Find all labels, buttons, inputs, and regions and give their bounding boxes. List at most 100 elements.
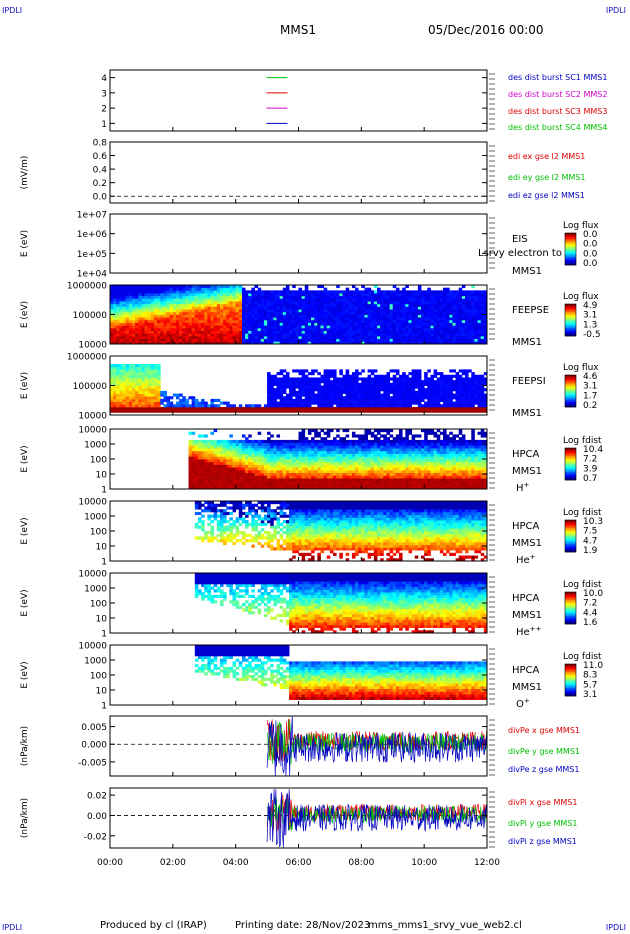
heatmap-cell xyxy=(131,319,136,323)
heatmap-cell xyxy=(351,319,356,323)
heatmap-cell xyxy=(147,369,152,373)
heatmap-cell xyxy=(295,290,299,294)
heatmap-cell xyxy=(251,483,255,487)
heatmap-cell xyxy=(414,396,419,400)
heatmap-cell xyxy=(191,461,196,465)
heatmap-cell xyxy=(182,333,186,337)
heatmap-cell xyxy=(141,309,145,313)
colorbar-segment xyxy=(565,391,576,393)
heatmap-cell xyxy=(399,306,403,310)
heatmap-cell xyxy=(147,322,152,326)
heatmap-cell xyxy=(323,448,328,452)
heatmap-cell xyxy=(483,382,488,386)
heatmap-cell xyxy=(213,303,218,307)
heatmap-cell xyxy=(389,290,394,294)
heatmap-cell xyxy=(194,333,199,337)
heatmap-cell xyxy=(241,309,246,313)
heatmap-cell xyxy=(201,317,205,321)
heatmap-cell xyxy=(336,401,340,405)
colorbar-tick-label: 3.1 xyxy=(583,311,597,321)
heatmap-cell xyxy=(191,314,196,318)
heatmap-cell xyxy=(166,401,171,405)
heatmap-cell xyxy=(191,445,196,449)
colorbar-segment xyxy=(565,314,576,317)
heatmap-cell xyxy=(241,450,246,454)
heatmap-cell xyxy=(361,317,365,321)
heatmap-cell xyxy=(355,311,359,315)
heatmap-cell xyxy=(270,459,274,463)
heatmap-cell xyxy=(411,290,416,294)
heatmap-cell xyxy=(257,456,262,460)
heatmap-cell xyxy=(333,338,337,342)
heatmap-cell xyxy=(169,401,174,405)
heatmap-cell xyxy=(348,327,353,331)
colorbar-segment xyxy=(565,334,576,337)
heatmap-cell xyxy=(138,322,142,326)
heatmap-cell xyxy=(336,396,340,400)
heatmap-cell xyxy=(389,314,394,318)
y-tick-label: 100000 xyxy=(73,311,108,321)
heatmap-cell xyxy=(128,390,133,394)
heatmap-cell xyxy=(436,406,441,411)
heatmap-cell xyxy=(468,390,472,394)
heatmap-cell xyxy=(241,478,246,482)
heatmap-cell xyxy=(345,295,350,299)
heatmap-cell xyxy=(229,314,233,318)
heatmap-cell xyxy=(465,319,469,323)
heatmap-cell xyxy=(279,388,284,392)
heatmap-cell xyxy=(370,335,375,340)
heatmap-cell xyxy=(289,388,293,392)
heatmap-cell xyxy=(295,459,299,463)
heatmap-cell xyxy=(267,290,271,294)
heatmap-cell xyxy=(323,486,328,490)
heatmap-cell xyxy=(411,406,416,411)
heatmap-cell xyxy=(166,330,171,334)
heatmap-cell xyxy=(443,301,447,305)
heatmap-cell xyxy=(380,306,384,310)
heatmap-cell xyxy=(311,388,315,392)
heatmap-cell xyxy=(207,475,211,479)
heatmap-cell xyxy=(226,442,230,446)
heatmap-cell xyxy=(427,287,431,291)
heatmap-cell xyxy=(446,385,450,389)
heatmap-cell xyxy=(314,293,318,297)
y-tick-label: 10000 xyxy=(78,412,107,422)
heatmap-cell xyxy=(367,317,372,321)
heatmap-cell xyxy=(194,453,199,457)
heatmap-cell xyxy=(160,390,164,394)
heatmap-cell xyxy=(358,372,362,376)
heatmap-cell xyxy=(226,317,230,321)
heatmap-cell xyxy=(153,380,158,384)
heatmap-cell xyxy=(128,374,133,378)
heatmap-cell xyxy=(188,319,193,323)
heatmap-cell xyxy=(471,322,475,326)
heatmap-cell xyxy=(295,309,299,313)
heatmap-cell xyxy=(163,393,167,397)
heatmap-cell xyxy=(358,406,362,411)
heatmap-cell xyxy=(483,290,488,294)
heatmap-cell xyxy=(223,486,227,490)
heatmap-cell xyxy=(207,483,211,487)
heatmap-cell xyxy=(157,398,161,402)
heatmap-cell xyxy=(304,341,309,345)
heatmap-cell xyxy=(279,369,284,373)
heatmap-cell xyxy=(204,401,208,405)
heatmap-cell xyxy=(216,459,221,463)
heatmap-cell xyxy=(267,298,271,302)
heatmap-cell xyxy=(219,285,224,289)
heatmap-cell xyxy=(443,293,447,297)
heatmap-cell xyxy=(204,442,208,446)
heatmap-cell xyxy=(364,290,369,294)
heatmap-cell xyxy=(480,301,485,305)
heatmap-cell xyxy=(179,287,183,291)
heatmap-cell xyxy=(477,377,482,381)
heatmap-cell xyxy=(461,285,466,289)
heatmap-cell xyxy=(465,333,469,337)
heatmap-cell xyxy=(483,301,488,305)
heatmap-cell xyxy=(125,325,130,329)
heatmap-cell xyxy=(153,409,158,413)
heatmap-cell xyxy=(295,456,299,460)
heatmap-cell xyxy=(157,319,161,323)
heatmap-cell xyxy=(373,396,378,400)
heatmap-cell xyxy=(333,374,337,378)
